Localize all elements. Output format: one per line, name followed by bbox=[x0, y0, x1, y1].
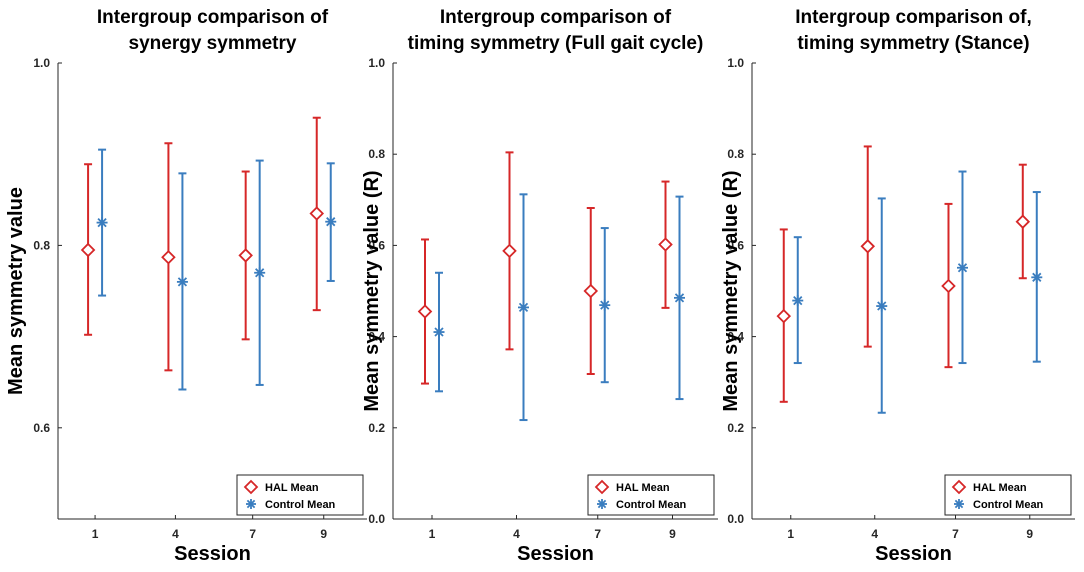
hal-mean-marker bbox=[502, 243, 517, 259]
chart-title-line-1: Intergroup comparison of bbox=[97, 7, 329, 28]
y-tick-label: 0.4 bbox=[368, 330, 385, 344]
control-mean-marker bbox=[176, 276, 188, 288]
control-mean-marker bbox=[96, 217, 108, 229]
hal-mean-marker bbox=[309, 206, 325, 221]
x-tick-label: 1 bbox=[429, 527, 436, 541]
x-tick-label: 7 bbox=[952, 527, 959, 541]
hal-mean-marker bbox=[776, 308, 792, 324]
hal-mean-marker bbox=[80, 242, 96, 258]
y-tick-label: 1.0 bbox=[33, 56, 50, 70]
y-axis-label: Mean symmetry value (R) bbox=[720, 170, 742, 411]
hal-mean-marker bbox=[941, 278, 956, 294]
y-tick-label: 0.2 bbox=[727, 421, 744, 435]
x-axis-label: Session bbox=[174, 543, 251, 565]
control-mean-marker bbox=[876, 300, 888, 312]
x-tick-label: 4 bbox=[513, 527, 520, 541]
control-mean-marker bbox=[518, 301, 529, 313]
hal-mean-marker bbox=[1015, 214, 1031, 229]
legend-box bbox=[944, 474, 1072, 516]
hal-mean-marker bbox=[583, 283, 599, 299]
chart-panel-2: Intergroup comparison of timing symmetry … bbox=[361, 7, 718, 565]
y-tick-label: 0.6 bbox=[33, 421, 50, 435]
chart-panel-3: Intergroup comparison of, timing symmetry… bbox=[720, 7, 1075, 565]
hal-mean-marker bbox=[658, 237, 673, 252]
chart-title-line-1: Intergroup comparison of, bbox=[795, 7, 1031, 28]
x-tick-label: 7 bbox=[249, 527, 256, 541]
y-tick-label: 0.0 bbox=[368, 512, 385, 526]
legend-hal-label: HAL Mean bbox=[616, 482, 670, 494]
hal-mean-marker bbox=[417, 304, 433, 319]
y-axis-label: Mean symmetry value (R) bbox=[361, 170, 383, 411]
y-tick-label: 1.0 bbox=[727, 56, 744, 70]
legend-hal-icon bbox=[243, 479, 259, 495]
y-tick-label: 0.8 bbox=[33, 238, 50, 252]
y-axis-label: Mean symmetry value bbox=[5, 187, 27, 395]
chart-title-line-2: timing symmetry (Stance) bbox=[797, 33, 1029, 54]
chart-panel-1: Intergroup comparison of synergy symmetry… bbox=[5, 7, 367, 565]
control-mean-marker bbox=[1031, 271, 1043, 283]
y-tick-label: 0.0 bbox=[727, 512, 744, 526]
legend: HAL Mean Control Mean bbox=[944, 474, 1072, 516]
legend-control-icon bbox=[246, 499, 256, 509]
control-mean-marker bbox=[956, 262, 968, 274]
x-tick-label: 1 bbox=[787, 527, 794, 541]
control-mean-marker bbox=[433, 326, 445, 338]
hal-mean-marker bbox=[860, 239, 876, 254]
legend-control-label: Control Mean bbox=[973, 499, 1044, 511]
legend-control-label: Control Mean bbox=[265, 499, 336, 511]
x-tick-label: 4 bbox=[172, 527, 179, 541]
control-mean-marker bbox=[599, 299, 611, 311]
hal-mean-marker bbox=[238, 248, 253, 263]
control-mean-marker bbox=[674, 292, 685, 304]
hal-mean-marker bbox=[161, 249, 176, 265]
control-mean-marker bbox=[792, 295, 804, 307]
x-axis-label: Session bbox=[875, 543, 952, 565]
x-tick-label: 1 bbox=[92, 527, 99, 541]
legend-box bbox=[587, 474, 715, 516]
x-tick-label: 7 bbox=[594, 527, 601, 541]
y-tick-label: 1.0 bbox=[368, 56, 385, 70]
legend-hal-label: HAL Mean bbox=[265, 482, 319, 494]
x-tick-label: 9 bbox=[320, 527, 327, 541]
legend-control-icon bbox=[954, 499, 964, 509]
legend: HAL Mean Control Mean bbox=[587, 474, 715, 516]
legend-box bbox=[236, 474, 364, 516]
x-axis-label: Session bbox=[517, 543, 594, 565]
y-tick-label: 0.4 bbox=[727, 330, 744, 344]
chart-title-line-2: timing symmetry (Full gait cycle) bbox=[408, 33, 704, 54]
legend-hal-icon bbox=[594, 479, 610, 495]
y-tick-label: 0.6 bbox=[727, 238, 744, 252]
chart-title-line-1: Intergroup comparison of bbox=[440, 7, 672, 28]
y-tick-label: 0.8 bbox=[368, 147, 385, 161]
y-tick-label: 0.2 bbox=[368, 421, 385, 435]
y-tick-label: 0.6 bbox=[368, 238, 385, 252]
control-mean-marker bbox=[254, 267, 266, 279]
legend-control-icon bbox=[597, 499, 607, 509]
legend-hal-icon bbox=[951, 479, 967, 495]
x-tick-label: 4 bbox=[871, 527, 878, 541]
legend: HAL Mean Control Mean bbox=[236, 474, 364, 516]
x-tick-label: 9 bbox=[1026, 527, 1033, 541]
x-tick-label: 9 bbox=[669, 527, 676, 541]
y-tick-label: 0.8 bbox=[727, 147, 744, 161]
control-mean-marker bbox=[325, 216, 337, 228]
chart-title-line-2: synergy symmetry bbox=[129, 33, 297, 54]
legend-control-label: Control Mean bbox=[616, 499, 687, 511]
legend-hal-label: HAL Mean bbox=[973, 482, 1027, 494]
